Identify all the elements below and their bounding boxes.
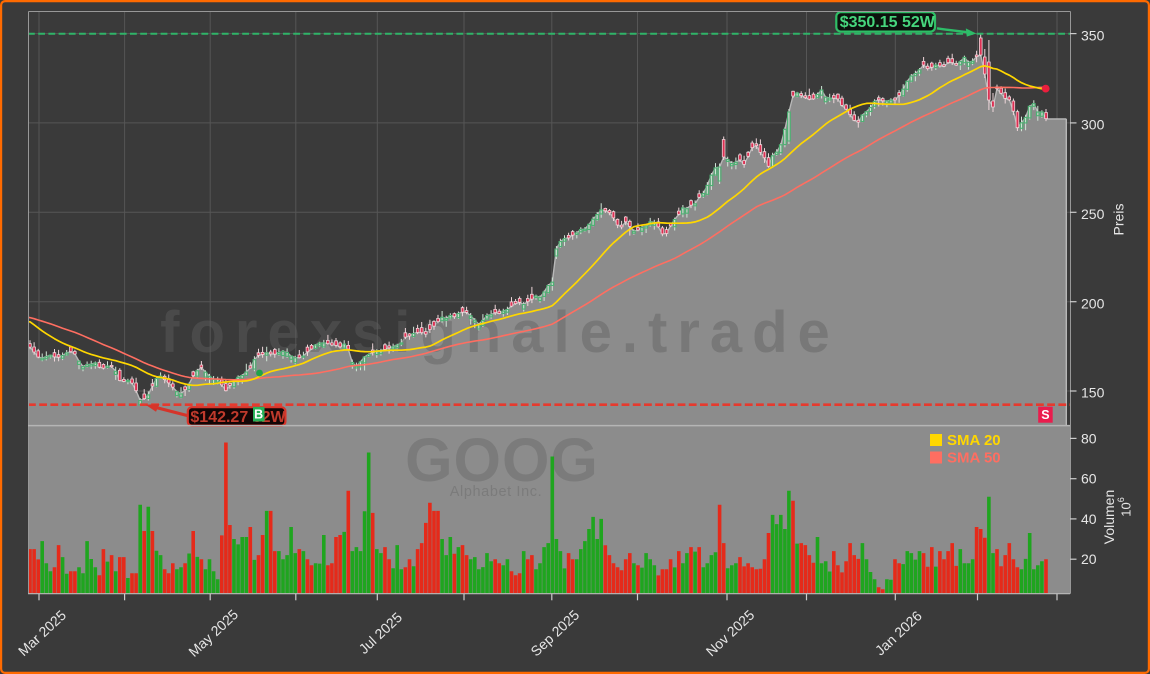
svg-text:SMA 20: SMA 20 <box>947 432 1001 449</box>
svg-text:20: 20 <box>1081 551 1097 567</box>
svg-text:200: 200 <box>1081 295 1105 311</box>
svg-text:350: 350 <box>1081 27 1105 43</box>
svg-text:B: B <box>254 407 263 421</box>
svg-text:40: 40 <box>1081 511 1097 527</box>
svg-text:Volumen: Volumen <box>1101 490 1117 544</box>
svg-text:$142.27 52W: $142.27 52W <box>190 409 286 426</box>
svg-text:80: 80 <box>1081 430 1097 446</box>
svg-text:$350.15 52W: $350.15 52W <box>840 14 936 31</box>
svg-text:150: 150 <box>1081 385 1105 401</box>
svg-text:250: 250 <box>1081 206 1105 222</box>
svg-text:SMA 50: SMA 50 <box>947 450 1001 467</box>
svg-text:S: S <box>1041 408 1049 422</box>
svg-text:60: 60 <box>1081 471 1097 487</box>
svg-text:Alphabet Inc.: Alphabet Inc. <box>450 484 542 500</box>
svg-text:GOOG: GOOG <box>405 426 599 494</box>
svg-text:300: 300 <box>1081 117 1105 133</box>
svg-text:Preis: Preis <box>1111 204 1127 236</box>
